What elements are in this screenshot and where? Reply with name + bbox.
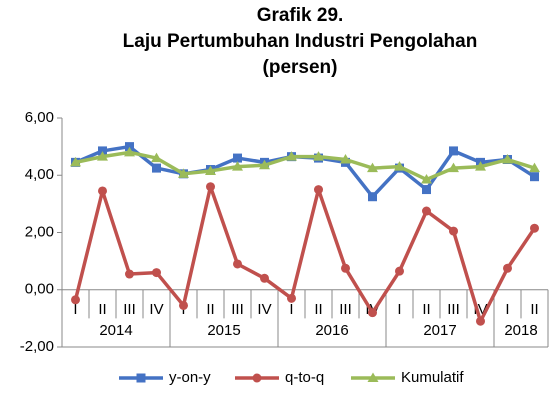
- data-point: [233, 153, 242, 163]
- data-point: [502, 154, 513, 164]
- data-point: [98, 186, 107, 196]
- data-point: [125, 269, 134, 279]
- x-tick-label: III: [339, 301, 352, 318]
- legend-marker: [136, 373, 146, 383]
- chart-title: Laju Pertumbuhan Industri Pengolahan: [123, 31, 478, 52]
- data-point: [152, 268, 161, 278]
- data-point: [530, 172, 539, 182]
- legend-label: Kumulatif: [401, 369, 464, 386]
- x-group-label: 2016: [315, 322, 348, 339]
- data-point: [151, 152, 162, 163]
- data-point: [287, 293, 296, 303]
- series-line: [75, 150, 536, 182]
- data-point: [395, 266, 404, 276]
- x-tick-label: I: [505, 301, 509, 318]
- x-tick-label: II: [422, 301, 430, 318]
- data-point: [503, 263, 512, 273]
- data-point: [124, 146, 135, 157]
- x-tick-label: IV: [149, 301, 163, 318]
- y-tick-label: 0,00: [25, 281, 54, 298]
- x-tick-label: III: [123, 301, 136, 318]
- data-point: [422, 206, 431, 216]
- x-tick-label: I: [289, 301, 293, 318]
- chart-title: (persen): [263, 57, 338, 78]
- data-point: [205, 165, 216, 175]
- data-point: [421, 174, 432, 184]
- data-point: [340, 154, 351, 164]
- x-tick-label: IV: [257, 301, 271, 318]
- data-point: [341, 263, 350, 273]
- x-group-label: 2015: [207, 322, 240, 339]
- x-tick-label: II: [530, 301, 538, 318]
- data-point: [71, 295, 80, 305]
- x-group-label: 2017: [423, 322, 456, 339]
- data-point: [422, 185, 431, 195]
- legend-label: q-to-q: [285, 369, 324, 386]
- x-tick-label: III: [447, 301, 460, 318]
- data-point: [449, 146, 458, 156]
- data-point: [152, 163, 161, 173]
- data-point: [367, 162, 378, 173]
- legend-marker: [367, 372, 379, 382]
- y-tick-label: -2,00: [20, 338, 54, 355]
- x-tick-label: II: [314, 301, 322, 318]
- data-point: [314, 185, 323, 195]
- data-point: [368, 192, 377, 202]
- x-tick-label: II: [206, 301, 214, 318]
- data-point: [475, 161, 486, 171]
- data-point: [394, 161, 405, 171]
- data-point: [98, 146, 107, 156]
- x-tick-label: III: [231, 301, 244, 318]
- chart-title: Grafik 29.: [257, 5, 344, 26]
- data-point: [448, 162, 459, 173]
- data-point: [476, 316, 485, 326]
- legend-marker: [252, 373, 262, 383]
- data-point: [529, 162, 540, 173]
- x-group-label: 2014: [99, 322, 132, 339]
- legend-label: y-on-y: [169, 369, 211, 386]
- data-point: [232, 161, 243, 171]
- data-point: [449, 226, 458, 236]
- data-point: [179, 300, 188, 310]
- data-point: [259, 159, 270, 170]
- x-tick-label: I: [73, 301, 77, 318]
- y-tick-label: 4,00: [25, 166, 54, 183]
- y-tick-label: 6,00: [25, 109, 54, 126]
- x-tick-label: II: [98, 301, 106, 318]
- data-point: [313, 151, 324, 161]
- data-point: [70, 156, 81, 167]
- data-point: [233, 259, 242, 269]
- series-line: [73, 184, 536, 323]
- data-point: [125, 142, 134, 152]
- data-point: [206, 182, 215, 192]
- x-tick-label: I: [397, 301, 401, 318]
- y-tick-label: 2,00: [25, 223, 54, 240]
- data-point: [178, 168, 189, 178]
- x-group-label: 2018: [504, 322, 537, 339]
- data-point: [530, 223, 539, 233]
- data-point: [260, 273, 269, 283]
- data-point: [368, 308, 377, 318]
- data-point: [97, 151, 108, 161]
- data-point: [286, 151, 297, 161]
